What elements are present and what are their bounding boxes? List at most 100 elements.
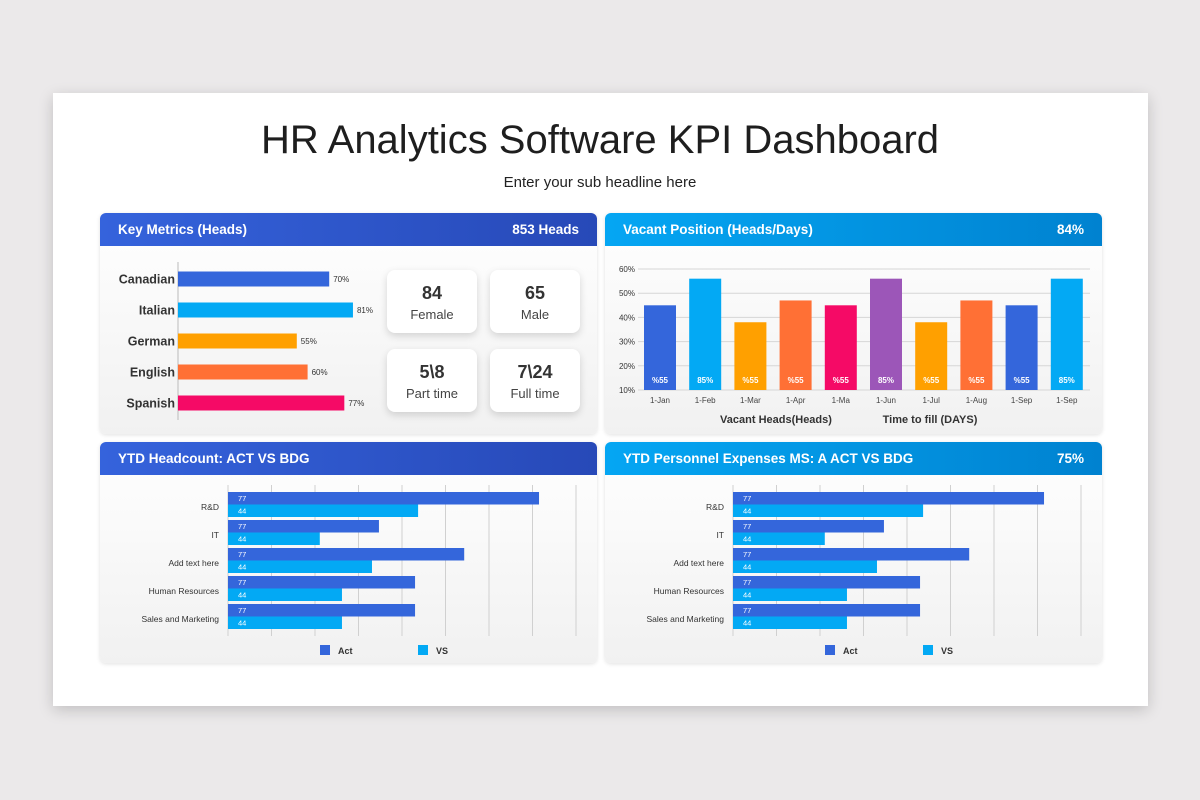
card-value: 7\24 bbox=[517, 362, 553, 382]
panel-header: Key Metrics (Heads) 853 Heads bbox=[100, 213, 597, 246]
category-label: R&D bbox=[201, 502, 219, 512]
panel-header: YTD Personnel Expenses MS: A ACT VS BDG … bbox=[605, 442, 1102, 475]
panel-header: YTD Headcount: ACT VS BDG bbox=[100, 442, 597, 475]
bar bbox=[178, 395, 345, 411]
bar-value-label: 55% bbox=[301, 337, 317, 346]
bar bbox=[733, 532, 825, 545]
y-tick-label: 60% bbox=[619, 265, 635, 274]
card-value: 84 bbox=[421, 283, 443, 303]
key-metrics-chart: Canadian 70% Italian 81% German 55% English 60%… bbox=[119, 262, 373, 420]
panel-total: 853 Heads bbox=[512, 222, 579, 237]
bar bbox=[228, 520, 379, 533]
full-time-card: 7\24 Full time bbox=[490, 349, 580, 412]
bar-label: 77 bbox=[238, 522, 246, 531]
y-tick-label: 40% bbox=[619, 313, 635, 322]
legend-label: Act bbox=[843, 646, 858, 656]
bar bbox=[228, 492, 540, 505]
legend-swatch bbox=[825, 645, 835, 655]
x-tick-label: 1-Sep bbox=[1011, 396, 1033, 405]
x-tick-label: 1-Jan bbox=[650, 396, 670, 405]
category-label: IT bbox=[716, 530, 724, 540]
category-label: Human Resources bbox=[654, 586, 724, 596]
ytd-headcount-chart: R&D 77 44 IT 77 44 Add text here 77 44 Human Reso… bbox=[142, 485, 577, 656]
bar-label: 44 bbox=[743, 507, 751, 516]
bar bbox=[228, 576, 416, 589]
bar bbox=[733, 492, 1045, 505]
bar bbox=[228, 616, 342, 629]
page-title: HR Analytics Software KPI Dashboard bbox=[260, 118, 940, 162]
bar-label: 85% bbox=[1059, 376, 1075, 385]
x-tick-label: 1-Apr bbox=[786, 396, 806, 405]
card-label: Full time bbox=[510, 386, 560, 401]
female-card: 84 Female bbox=[387, 270, 477, 333]
category-label: Sales and Marketing bbox=[142, 614, 220, 624]
vacant-position-panel: Vacant Position (Heads/Days) 84% 10% 20% 3… bbox=[605, 213, 1102, 434]
legend-swatch bbox=[923, 645, 933, 655]
category-label: Add text here bbox=[673, 558, 724, 568]
bar-label: 44 bbox=[238, 535, 246, 544]
legend-swatch bbox=[418, 645, 428, 655]
bar-label: %55 bbox=[923, 376, 940, 385]
bar bbox=[779, 300, 812, 390]
panel-header: Vacant Position (Heads/Days) 84% bbox=[605, 213, 1102, 246]
bar bbox=[228, 504, 419, 517]
bar-label: 44 bbox=[238, 591, 246, 600]
bar-label: 77 bbox=[238, 494, 246, 503]
card-label: Female bbox=[410, 307, 454, 322]
bar bbox=[228, 532, 320, 545]
bar-value-label: 60% bbox=[312, 368, 328, 377]
bar-value-label: 81% bbox=[357, 306, 373, 315]
category-label: Sales and Marketing bbox=[647, 614, 725, 624]
x-tick-label: 1-Jun bbox=[876, 396, 896, 405]
bar-label: 77 bbox=[238, 550, 246, 559]
x-tick-label: 1-Sep bbox=[1056, 396, 1078, 405]
bar bbox=[228, 604, 416, 617]
bar bbox=[734, 322, 767, 390]
bar bbox=[733, 616, 847, 629]
bar bbox=[178, 333, 297, 349]
x-axis-title: Time to fill (DAYS) bbox=[883, 414, 978, 426]
y-tick-label: 20% bbox=[619, 362, 635, 371]
bar-label: 44 bbox=[743, 591, 751, 600]
category-label: Add text here bbox=[168, 558, 219, 568]
bar-category-label: German bbox=[128, 335, 175, 349]
bar-label: 44 bbox=[238, 619, 246, 628]
key-metrics-panel: Key Metrics (Heads) 853 Heads Canadian 70… bbox=[100, 213, 597, 434]
bar-label: 77 bbox=[743, 606, 751, 615]
bar bbox=[733, 504, 924, 517]
bar-label: %55 bbox=[833, 376, 850, 385]
bar-label: 44 bbox=[743, 619, 751, 628]
page-subtitle: Enter your sub headline here bbox=[503, 174, 697, 191]
bar-label: 77 bbox=[743, 550, 751, 559]
bar bbox=[733, 588, 847, 601]
y-tick-label: 30% bbox=[619, 338, 635, 347]
bar bbox=[228, 548, 465, 561]
card-value: 5\8 bbox=[419, 362, 445, 382]
bar-label: 44 bbox=[238, 507, 246, 516]
bar bbox=[915, 322, 948, 390]
panel-total: 84% bbox=[1056, 222, 1084, 237]
bar bbox=[178, 302, 353, 318]
bar bbox=[689, 278, 722, 390]
bar-label: %55 bbox=[788, 376, 805, 385]
bar-label: 85% bbox=[878, 376, 894, 385]
bar bbox=[733, 576, 921, 589]
x-tick-label: 1-Feb bbox=[695, 396, 716, 405]
vacant-chart: 10% 20% 30% 40% 50% 60% %55 1-Jan 85% 1-Feb %55 1-M… bbox=[619, 265, 1090, 426]
legend-swatch bbox=[320, 645, 330, 655]
bar-category-label: Spanish bbox=[126, 397, 175, 411]
bar-label: %55 bbox=[968, 376, 985, 385]
panel-title: Vacant Position (Heads/Days) bbox=[623, 222, 813, 237]
category-label: R&D bbox=[706, 502, 724, 512]
card-label: Male bbox=[520, 307, 550, 322]
male-card: 65 Male bbox=[490, 270, 580, 333]
bar bbox=[870, 278, 902, 390]
y-tick-label: 10% bbox=[619, 386, 635, 395]
bar bbox=[733, 548, 970, 561]
part-time-card: 5\8 Part time bbox=[387, 349, 477, 412]
x-tick-label: 1-Mar bbox=[740, 396, 761, 405]
bar bbox=[644, 305, 676, 390]
bar bbox=[1050, 278, 1083, 390]
bar-label: 77 bbox=[743, 522, 751, 531]
bar bbox=[1005, 305, 1038, 390]
